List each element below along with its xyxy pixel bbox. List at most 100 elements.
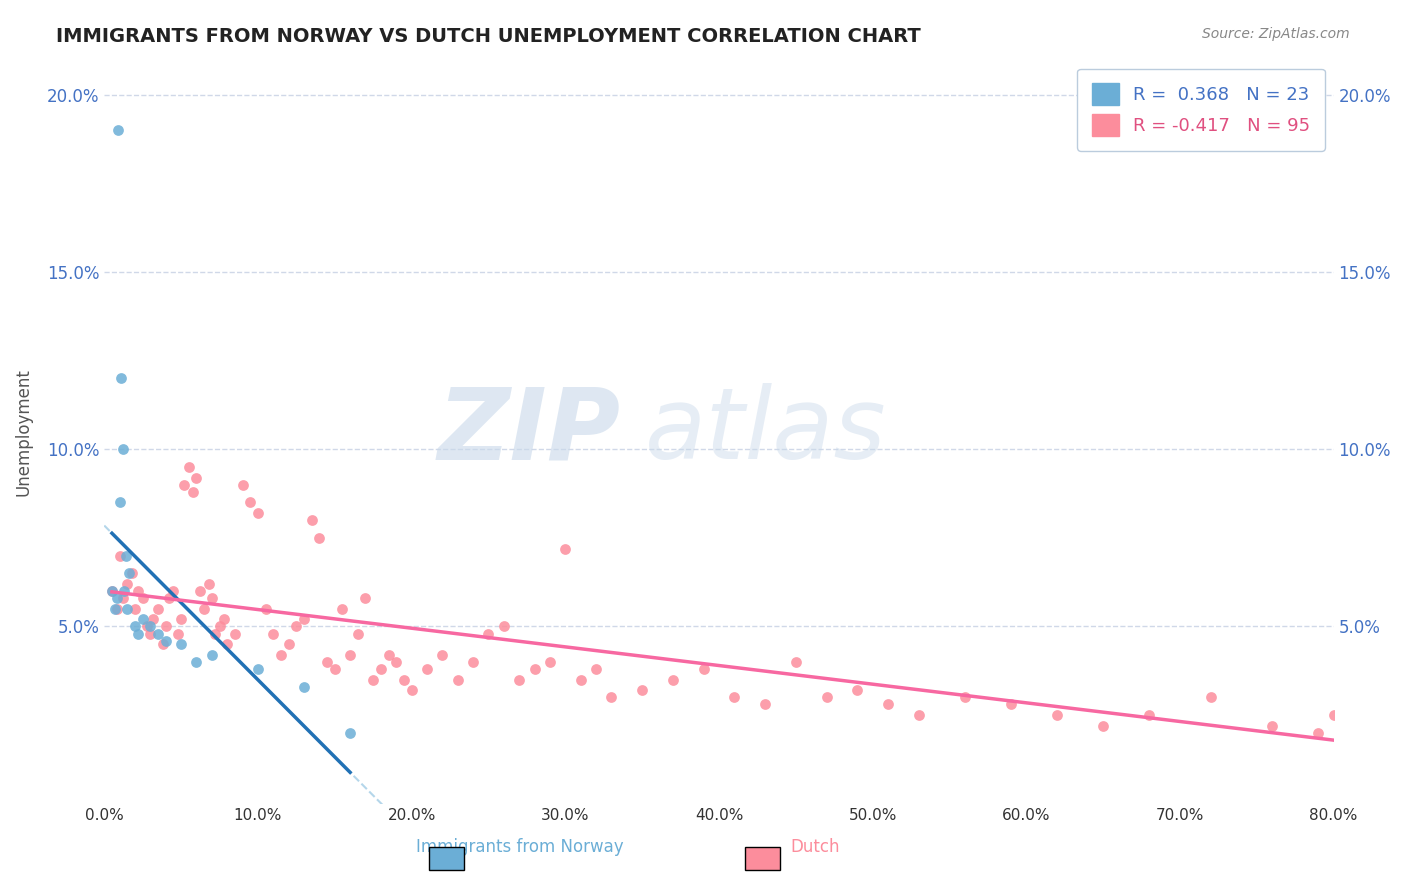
Point bbox=[523, 662, 546, 676]
Point bbox=[332, 601, 354, 615]
Point bbox=[110, 371, 132, 385]
Point bbox=[186, 471, 208, 485]
Point bbox=[308, 531, 330, 545]
Point bbox=[270, 648, 292, 662]
Text: Source: ZipAtlas.com: Source: ZipAtlas.com bbox=[1202, 27, 1350, 41]
Point bbox=[112, 584, 135, 599]
Point bbox=[447, 673, 470, 687]
Point bbox=[392, 673, 415, 687]
Point bbox=[953, 690, 976, 705]
Point bbox=[631, 683, 654, 698]
Point bbox=[554, 541, 576, 556]
Point bbox=[292, 612, 315, 626]
Point bbox=[285, 619, 308, 633]
Point bbox=[131, 591, 153, 606]
Point bbox=[212, 612, 235, 626]
Point bbox=[785, 655, 807, 669]
Point bbox=[108, 495, 131, 509]
Point bbox=[461, 655, 484, 669]
Point bbox=[124, 601, 146, 615]
Point bbox=[173, 477, 195, 491]
Point bbox=[416, 662, 439, 676]
Point bbox=[155, 633, 177, 648]
Point bbox=[170, 612, 193, 626]
Point bbox=[877, 698, 900, 712]
Point bbox=[105, 601, 128, 615]
Legend: R =  0.368   N = 23, R = -0.417   N = 95: R = 0.368 N = 23, R = -0.417 N = 95 bbox=[1077, 69, 1324, 151]
Point bbox=[1308, 725, 1330, 739]
Text: ZIP: ZIP bbox=[437, 383, 620, 480]
Point bbox=[105, 591, 128, 606]
Point bbox=[254, 601, 277, 615]
Point bbox=[177, 460, 200, 475]
Point bbox=[157, 591, 180, 606]
Point bbox=[385, 655, 408, 669]
Point bbox=[815, 690, 838, 705]
Point bbox=[662, 673, 685, 687]
Point bbox=[186, 655, 208, 669]
Point bbox=[370, 662, 392, 676]
Point bbox=[127, 626, 149, 640]
Point bbox=[162, 584, 184, 599]
Y-axis label: Unemployment: Unemployment bbox=[15, 368, 32, 496]
Point bbox=[152, 637, 174, 651]
Point bbox=[538, 655, 561, 669]
Point bbox=[432, 648, 454, 662]
Point bbox=[346, 626, 368, 640]
Point bbox=[224, 626, 246, 640]
Point bbox=[569, 673, 592, 687]
Point bbox=[600, 690, 623, 705]
Point bbox=[127, 584, 149, 599]
Point bbox=[401, 683, 423, 698]
Point bbox=[1368, 725, 1391, 739]
Point bbox=[131, 612, 153, 626]
Point bbox=[117, 577, 139, 591]
Text: Dutch: Dutch bbox=[790, 838, 841, 856]
Point bbox=[197, 577, 219, 591]
Point bbox=[692, 662, 714, 676]
Point bbox=[155, 619, 177, 633]
Point bbox=[107, 123, 129, 137]
Point bbox=[183, 484, 205, 499]
Point bbox=[246, 506, 269, 520]
Point bbox=[108, 549, 131, 563]
Point bbox=[139, 619, 162, 633]
Point bbox=[1337, 719, 1360, 733]
Point bbox=[1323, 708, 1346, 723]
Point bbox=[104, 601, 127, 615]
Point bbox=[167, 626, 190, 640]
Point bbox=[1199, 690, 1222, 705]
Point bbox=[361, 673, 384, 687]
Point bbox=[1000, 698, 1022, 712]
Point bbox=[146, 626, 169, 640]
Point bbox=[1261, 719, 1284, 733]
Point bbox=[118, 566, 141, 581]
Point bbox=[217, 637, 239, 651]
Point bbox=[492, 619, 515, 633]
Point bbox=[292, 680, 315, 694]
Point bbox=[723, 690, 745, 705]
Point bbox=[232, 477, 254, 491]
Point bbox=[754, 698, 776, 712]
Point bbox=[139, 626, 162, 640]
Text: IMMIGRANTS FROM NORWAY VS DUTCH UNEMPLOYMENT CORRELATION CHART: IMMIGRANTS FROM NORWAY VS DUTCH UNEMPLOY… bbox=[56, 27, 921, 45]
Point bbox=[193, 601, 215, 615]
Point bbox=[907, 708, 929, 723]
Point bbox=[1384, 708, 1406, 723]
Point bbox=[508, 673, 530, 687]
Point bbox=[142, 612, 165, 626]
Point bbox=[323, 662, 346, 676]
Point bbox=[246, 662, 269, 676]
Point bbox=[170, 637, 193, 651]
Point bbox=[121, 566, 143, 581]
Point bbox=[114, 549, 136, 563]
Point bbox=[208, 619, 231, 633]
Point bbox=[377, 648, 399, 662]
Point bbox=[101, 584, 124, 599]
Point bbox=[1353, 732, 1375, 747]
Text: atlas: atlas bbox=[645, 383, 887, 480]
Point bbox=[124, 619, 146, 633]
Point bbox=[117, 601, 139, 615]
Point bbox=[477, 626, 499, 640]
Point bbox=[301, 513, 323, 527]
